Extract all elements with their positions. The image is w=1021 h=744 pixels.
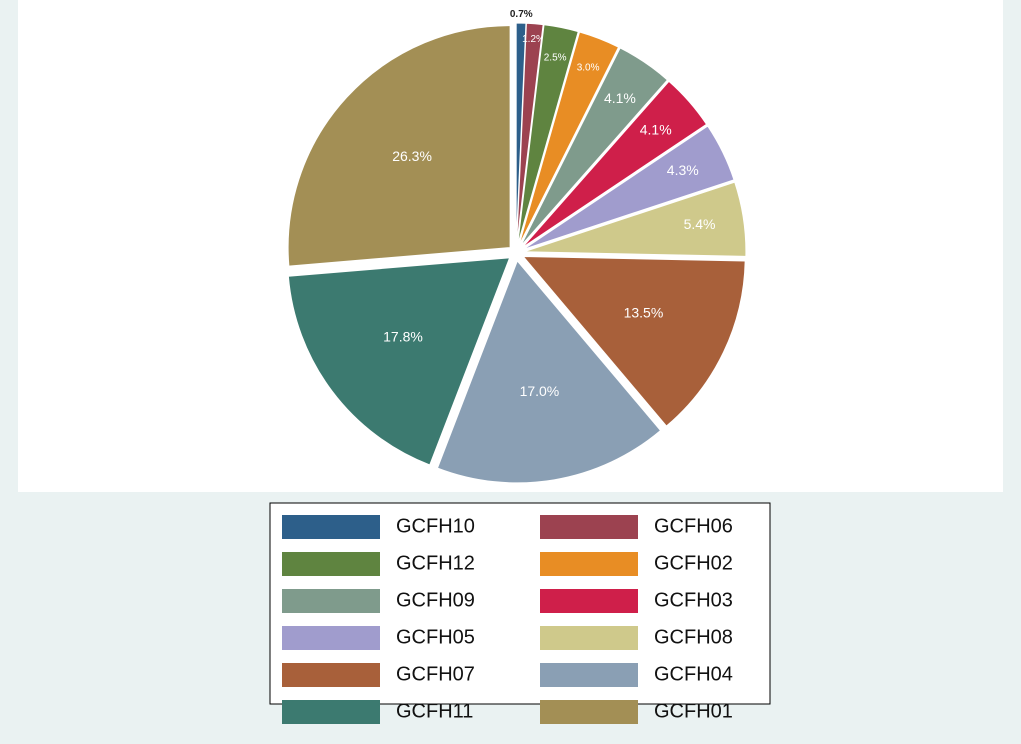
pie-slice bbox=[518, 31, 620, 246]
legend-swatch bbox=[282, 626, 380, 650]
legend-label: GCFH01 bbox=[654, 700, 733, 722]
legend-swatch bbox=[540, 589, 638, 613]
pie-slice bbox=[287, 257, 511, 466]
pie-slice bbox=[521, 80, 708, 249]
slice-label: 4.1% bbox=[604, 90, 636, 106]
legend-label: GCFH02 bbox=[654, 552, 733, 574]
legend-label: GCFH07 bbox=[396, 663, 475, 685]
legend-label: GCFH05 bbox=[396, 626, 475, 648]
pie-slice bbox=[520, 47, 669, 247]
pie-slice bbox=[436, 259, 662, 484]
slice-label: 17.0% bbox=[520, 383, 560, 399]
pie-slice bbox=[522, 125, 735, 250]
pie-slice bbox=[517, 24, 579, 246]
legend-swatch bbox=[282, 663, 380, 687]
slice-label: 26.3% bbox=[392, 148, 432, 164]
legend-label: GCFH10 bbox=[396, 515, 475, 537]
legend-swatch bbox=[540, 663, 638, 687]
legend-swatch bbox=[540, 700, 638, 724]
legend-label: GCFH09 bbox=[396, 589, 475, 611]
slice-label: 0.7% bbox=[510, 9, 533, 20]
slice-label: 3.0% bbox=[577, 62, 600, 73]
legend-swatch bbox=[540, 626, 638, 650]
slice-label: 1.2% bbox=[522, 34, 545, 45]
pie-slice bbox=[516, 22, 544, 246]
legend-label: GCFH08 bbox=[654, 626, 733, 648]
legend-swatch bbox=[282, 700, 380, 724]
legend-label: GCFH11 bbox=[396, 700, 473, 722]
pie-slice bbox=[287, 25, 511, 267]
legend-label: GCFH03 bbox=[654, 589, 733, 611]
legend-swatch bbox=[282, 552, 380, 576]
slice-label: 4.1% bbox=[640, 122, 672, 138]
slice-label: 17.8% bbox=[383, 328, 423, 344]
legend-swatch bbox=[540, 515, 638, 539]
legend-label: GCFH12 bbox=[396, 552, 475, 574]
legend-swatch bbox=[282, 515, 380, 539]
slice-label: 4.3% bbox=[667, 162, 699, 178]
pie-slice bbox=[523, 181, 747, 257]
slice-label: 2.5% bbox=[544, 53, 567, 64]
legend-swatch bbox=[282, 589, 380, 613]
slice-label: 13.5% bbox=[624, 304, 664, 320]
legend-label: GCFH04 bbox=[654, 663, 733, 685]
legend-label: GCFH06 bbox=[654, 515, 733, 537]
pie-slice bbox=[522, 255, 746, 427]
slice-label: 5.4% bbox=[684, 216, 716, 232]
legend-swatch bbox=[540, 552, 638, 576]
